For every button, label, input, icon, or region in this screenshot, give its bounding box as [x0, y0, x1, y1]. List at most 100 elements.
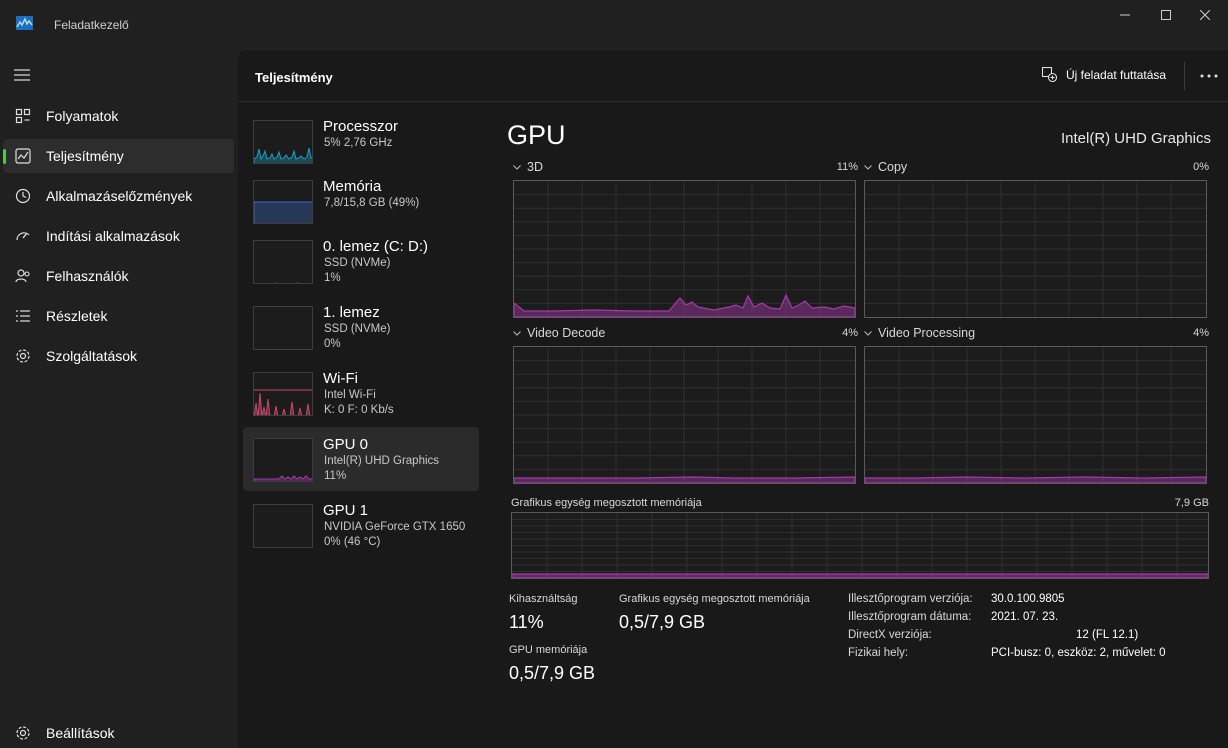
nav-item-details[interactable]: Részletek: [3, 299, 234, 333]
nav-item-processes[interactable]: Folyamatok: [3, 99, 234, 133]
run-new-task-label: Új feladat futtatása: [1066, 67, 1167, 82]
resource-name: Memória: [323, 178, 382, 195]
driver-version-key: Illesztőprogram verziója:: [848, 593, 973, 605]
memory-thumbnail-graph: [253, 180, 313, 224]
resource-detail: 5% 2,76 GHz: [324, 137, 393, 149]
engine-label: Video Processing: [878, 326, 976, 340]
nav-item-label: Teljesítmény: [46, 148, 124, 164]
page-title: Teljesítmény: [255, 70, 333, 85]
more-options-icon[interactable]: [1200, 74, 1218, 78]
settings-label: Beállítások: [46, 725, 115, 741]
resource-item-disk-0[interactable]: 0. lemez (C: D:) SSD (NVMe) 1%: [243, 229, 479, 293]
run-new-task-button[interactable]: Új feladat futtatása: [1042, 67, 1166, 82]
processes-grid-icon: [15, 108, 31, 124]
resource-detail: SSD (NVMe): [324, 323, 391, 335]
gpu-model-name: Intel(R) UHD Graphics: [1060, 130, 1211, 147]
maximize-button[interactable]: [1143, 0, 1189, 30]
engine-video-decode-selector[interactable]: Video Decode: [513, 326, 605, 340]
shared-memory-max: 7,9 GB: [1174, 497, 1209, 509]
disk-1-thumbnail-graph: [253, 306, 313, 350]
utilization-value: 11%: [509, 612, 544, 632]
gpu-memory-label: GPU memóriája: [509, 644, 588, 656]
driver-date-value: 2021. 07. 23.: [991, 611, 1059, 623]
resource-item-cpu[interactable]: Processzor 5% 2,76 GHz: [243, 109, 479, 173]
resource-detail: NVIDIA GeForce GTX 1650: [324, 521, 466, 533]
main-panel: Teljesítmény Új feladat futtatása Proces…: [238, 50, 1228, 748]
resource-item-memory[interactable]: Memória 7,8/15,8 GB (49%): [243, 169, 479, 233]
directx-version-value: 12 (FL 12.1): [1076, 629, 1139, 641]
nav-item-performance[interactable]: Teljesítmény: [3, 139, 234, 173]
directx-version-key: DirectX verziója:: [848, 629, 932, 641]
engine-video-processing-graph: [864, 346, 1207, 484]
minimize-icon: [1120, 14, 1130, 16]
resource-usage: K: 0 F: 0 Kb/s: [324, 404, 394, 416]
title-bar: Feladatkezelő: [0, 0, 1228, 50]
close-button[interactable]: [1182, 0, 1228, 30]
shared-memory-plot: [512, 513, 1208, 578]
cpu-thumbnail-graph: [253, 120, 313, 164]
engine-percent: 4%: [842, 327, 858, 339]
shared-memory-graph: [511, 512, 1209, 579]
nav-item-users[interactable]: Felhasználók: [3, 259, 234, 293]
chevron-down-icon: [513, 164, 521, 170]
nav-item-settings[interactable]: Beállítások: [3, 716, 234, 748]
close-icon: [1200, 10, 1210, 20]
resource-detail: Intel(R) UHD Graphics: [324, 455, 440, 467]
shared-memory-value: 0,5/7,9 GB: [619, 612, 706, 632]
resource-item-gpu-0[interactable]: GPU 0 Intel(R) UHD Graphics 11%: [243, 427, 479, 491]
maximize-icon: [1161, 10, 1171, 20]
shared-memory-label: Grafikus egység megosztott memóriája: [619, 593, 810, 605]
gpu-title: GPU: [507, 120, 566, 150]
page-header: Teljesítmény Új feladat futtatása: [238, 50, 1228, 102]
nav-item-startup-apps[interactable]: Indítási alkalmazások: [3, 219, 234, 253]
engine-3d-plot: [514, 181, 855, 317]
shared-memory-graph-label: Grafikus egység megosztott memóriája: [511, 497, 702, 509]
resource-detail: SSD (NVMe): [324, 257, 391, 269]
driver-version-value: 30.0.100.9805: [991, 593, 1065, 605]
wifi-thumbnail-graph: [253, 372, 313, 416]
engine-video-processing-plot: [865, 347, 1206, 483]
resource-item-disk-1[interactable]: 1. lemez SSD (NVMe) 0%: [243, 295, 479, 359]
resource-usage: 0% (46 °C): [324, 536, 381, 548]
engine-copy-selector[interactable]: Copy: [864, 160, 907, 174]
engine-3d-selector[interactable]: 3D: [513, 160, 543, 174]
physical-location-value: PCI-busz: 0, eszköz: 2, művelet: 0: [991, 647, 1166, 659]
chevron-down-icon: [864, 164, 872, 170]
utilization-label: Kihasználtság: [509, 593, 578, 605]
resource-name: 0. lemez (C: D:): [323, 238, 429, 255]
engine-percent: 11%: [836, 161, 858, 173]
physical-location-key: Fizikai hely:: [848, 647, 909, 659]
services-gear-icon: [16, 349, 30, 363]
engine-video-processing-selector[interactable]: Video Processing: [864, 326, 975, 340]
resource-item-gpu-1[interactable]: GPU 1 NVIDIA GeForce GTX 1650 0% (46 °C): [243, 493, 479, 557]
navigation-pane: Folyamatok Teljesítmény Alkalmazáselőzmé…: [0, 50, 238, 748]
engine-label: Video Decode: [527, 326, 606, 340]
startup-gauge-icon: [16, 232, 30, 241]
minimize-button[interactable]: [1102, 0, 1148, 30]
engine-label: 3D: [527, 160, 543, 174]
new-task-icon: [1042, 67, 1057, 82]
engine-label: Copy: [878, 160, 908, 174]
nav-item-label: Részletek: [46, 308, 108, 324]
nav-item-services[interactable]: Szolgáltatások: [3, 339, 234, 373]
resource-usage: 11%: [324, 470, 347, 482]
gpu-memory-value: 0,5/7,9 GB: [509, 663, 596, 683]
engine-copy-graph: [864, 180, 1207, 318]
resource-usage: 1%: [324, 272, 341, 284]
chevron-down-icon: [513, 330, 521, 336]
driver-date-key: Illesztőprogram dátuma:: [848, 611, 972, 623]
history-clock-icon: [15, 188, 31, 204]
hamburger-menu-icon[interactable]: [14, 69, 30, 81]
nav-item-label: Felhasználók: [46, 268, 129, 284]
nav-item-app-history[interactable]: Alkalmazáselőzmények: [3, 179, 234, 213]
resource-name: Wi-Fi: [323, 370, 358, 387]
nav-item-label: Folyamatok: [46, 108, 119, 124]
engine-video-decode-plot: [514, 347, 855, 483]
resource-name: GPU 1: [323, 502, 369, 519]
engine-video-decode-graph: [513, 346, 856, 484]
active-indicator: [3, 149, 6, 164]
gpu-0-thumbnail-graph: [253, 438, 313, 482]
chevron-down-icon: [864, 330, 872, 336]
resource-item-wifi[interactable]: Wi-Fi Intel Wi-Fi K: 0 F: 0 Kb/s: [243, 361, 479, 425]
users-icon: [15, 269, 30, 283]
